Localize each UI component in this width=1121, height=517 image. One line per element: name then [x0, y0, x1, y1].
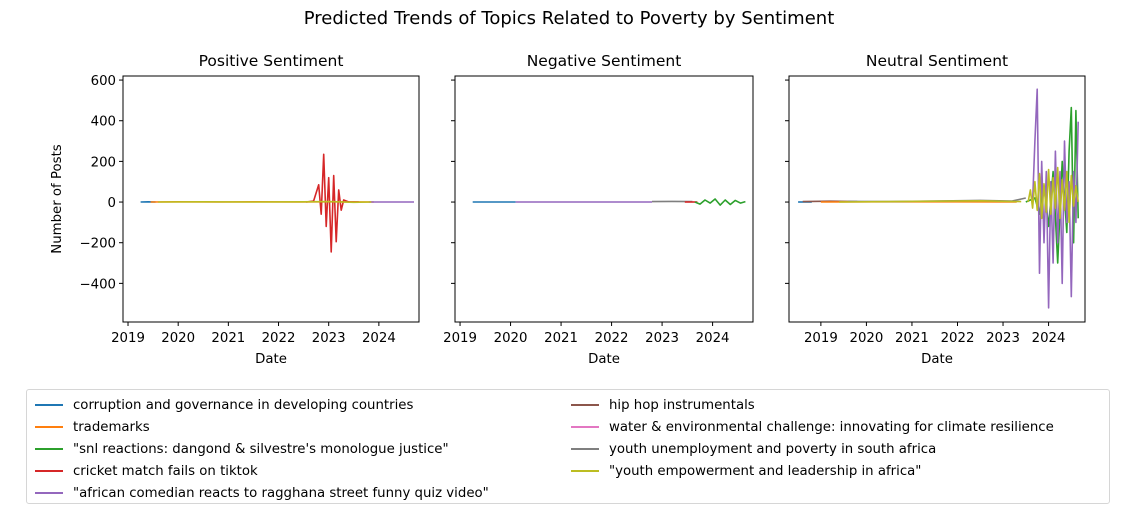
- subplot-title: Neutral Sentiment: [866, 52, 1008, 70]
- x-tick-label: 2021: [895, 331, 929, 346]
- x-tick-label: 2022: [262, 331, 296, 346]
- x-tick-label: 2023: [986, 331, 1020, 346]
- x-tick-label: 2020: [161, 331, 195, 346]
- x-tick-label: 2023: [645, 331, 679, 346]
- y-tick-label: 400: [91, 115, 116, 130]
- subplot-1: Positive Sentiment 600 400 200 0 −200 −400 2019…: [79, 52, 420, 367]
- series-group: [472, 198, 746, 206]
- legend-column-left: corruption and governance in developing …: [35, 394, 489, 504]
- legend-swatch: [35, 426, 63, 428]
- legend-swatch: [35, 404, 63, 406]
- x-tick-label: 2024: [1032, 331, 1066, 346]
- x-tick-label: 2022: [941, 331, 975, 346]
- legend-item: water & environmental challenge: innovat…: [571, 416, 1054, 438]
- subplots: Positive Sentiment 600 400 200 0 −200 −400 2019…: [79, 52, 1086, 367]
- subplot-3: Neutral Sentiment 2019 2020 2021 2022 2023 202…: [785, 52, 1086, 367]
- legend-item: youth unemployment and poverty in south …: [571, 438, 1054, 460]
- legend-label: hip hop instrumentals: [609, 397, 755, 413]
- legend-swatch: [571, 404, 599, 406]
- x-axis-label: Date: [588, 352, 620, 367]
- x-tick-label: 2020: [849, 331, 883, 346]
- subplot-title: Negative Sentiment: [527, 52, 682, 70]
- y-tick-label: 200: [91, 155, 116, 170]
- x-tick-label: 2023: [312, 331, 346, 346]
- legend-label: youth unemployment and poverty in south …: [609, 441, 937, 457]
- x-axis-label: Date: [921, 352, 953, 367]
- legend-swatch: [35, 448, 63, 450]
- legend-item: "snl reactions: dangond & silvestre's mo…: [35, 438, 489, 460]
- subplot-title: Positive Sentiment: [199, 52, 344, 70]
- x-tick-label: 2024: [362, 331, 396, 346]
- legend-label: "youth empowerment and leadership in afr…: [609, 463, 922, 479]
- figure: Predicted Trends of Topics Related to Po…: [50, 8, 1086, 367]
- x-tick-label: 2020: [494, 331, 528, 346]
- legend-label: "snl reactions: dangond & silvestre's mo…: [73, 441, 449, 457]
- legend-item: cricket match fails on tiktok: [35, 460, 489, 482]
- series-group: [798, 88, 1079, 309]
- legend-swatch: [571, 426, 599, 428]
- x-tick-label: 2021: [211, 331, 245, 346]
- series-group: [140, 153, 414, 253]
- x-tick-label: 2019: [111, 331, 145, 346]
- legend-swatch: [35, 492, 63, 494]
- legend-item: corruption and governance in developing …: [35, 394, 489, 416]
- chart-title: Predicted Trends of Topics Related to Po…: [304, 8, 835, 29]
- x-tick-label: 2021: [544, 331, 578, 346]
- subplot-2: Negative Sentiment 2019 2020 2021 2022 2023 20…: [443, 52, 754, 367]
- legend-swatch: [571, 448, 599, 450]
- y-tick-label: 600: [91, 74, 116, 89]
- series-line: [1027, 166, 1079, 224]
- x-tick-label: 2024: [696, 331, 730, 346]
- y-tick-label: 0: [108, 196, 116, 211]
- series-line: [305, 153, 359, 253]
- series-line: [839, 200, 1022, 203]
- legend-item: "african comedian reacts to ragghana str…: [35, 482, 489, 504]
- x-tick-label: 2019: [804, 331, 838, 346]
- legend-item: hip hop instrumentals: [571, 394, 1054, 416]
- legend: corruption and governance in developing …: [26, 389, 1110, 504]
- legend-label: cricket match fails on tiktok: [73, 463, 258, 479]
- legend-swatch: [35, 470, 63, 472]
- series-line: [694, 198, 746, 206]
- legend-label: water & environmental challenge: innovat…: [609, 419, 1054, 435]
- y-axis-label: Number of Posts: [50, 144, 65, 254]
- plot-frame: [122, 75, 420, 323]
- legend-item: "youth empowerment and leadership in afr…: [571, 460, 1054, 482]
- plot-frame: [788, 75, 1086, 323]
- y-tick-label: −200: [79, 237, 116, 252]
- x-tick-label: 2022: [595, 331, 629, 346]
- x-tick-label: 2019: [443, 331, 477, 346]
- legend-column-right: hip hop instrumentals water & environment…: [571, 394, 1054, 482]
- legend-swatch: [571, 470, 599, 472]
- series-line: [158, 200, 372, 204]
- legend-label: trademarks: [73, 419, 150, 435]
- legend-label: "african comedian reacts to ragghana str…: [73, 485, 489, 501]
- y-tick-label: −400: [79, 277, 116, 292]
- plot-frame: [454, 75, 754, 323]
- series-line: [1031, 88, 1079, 309]
- legend-item: trademarks: [35, 416, 489, 438]
- legend-label: corruption and governance in developing …: [73, 397, 414, 413]
- x-axis-label: Date: [255, 352, 287, 367]
